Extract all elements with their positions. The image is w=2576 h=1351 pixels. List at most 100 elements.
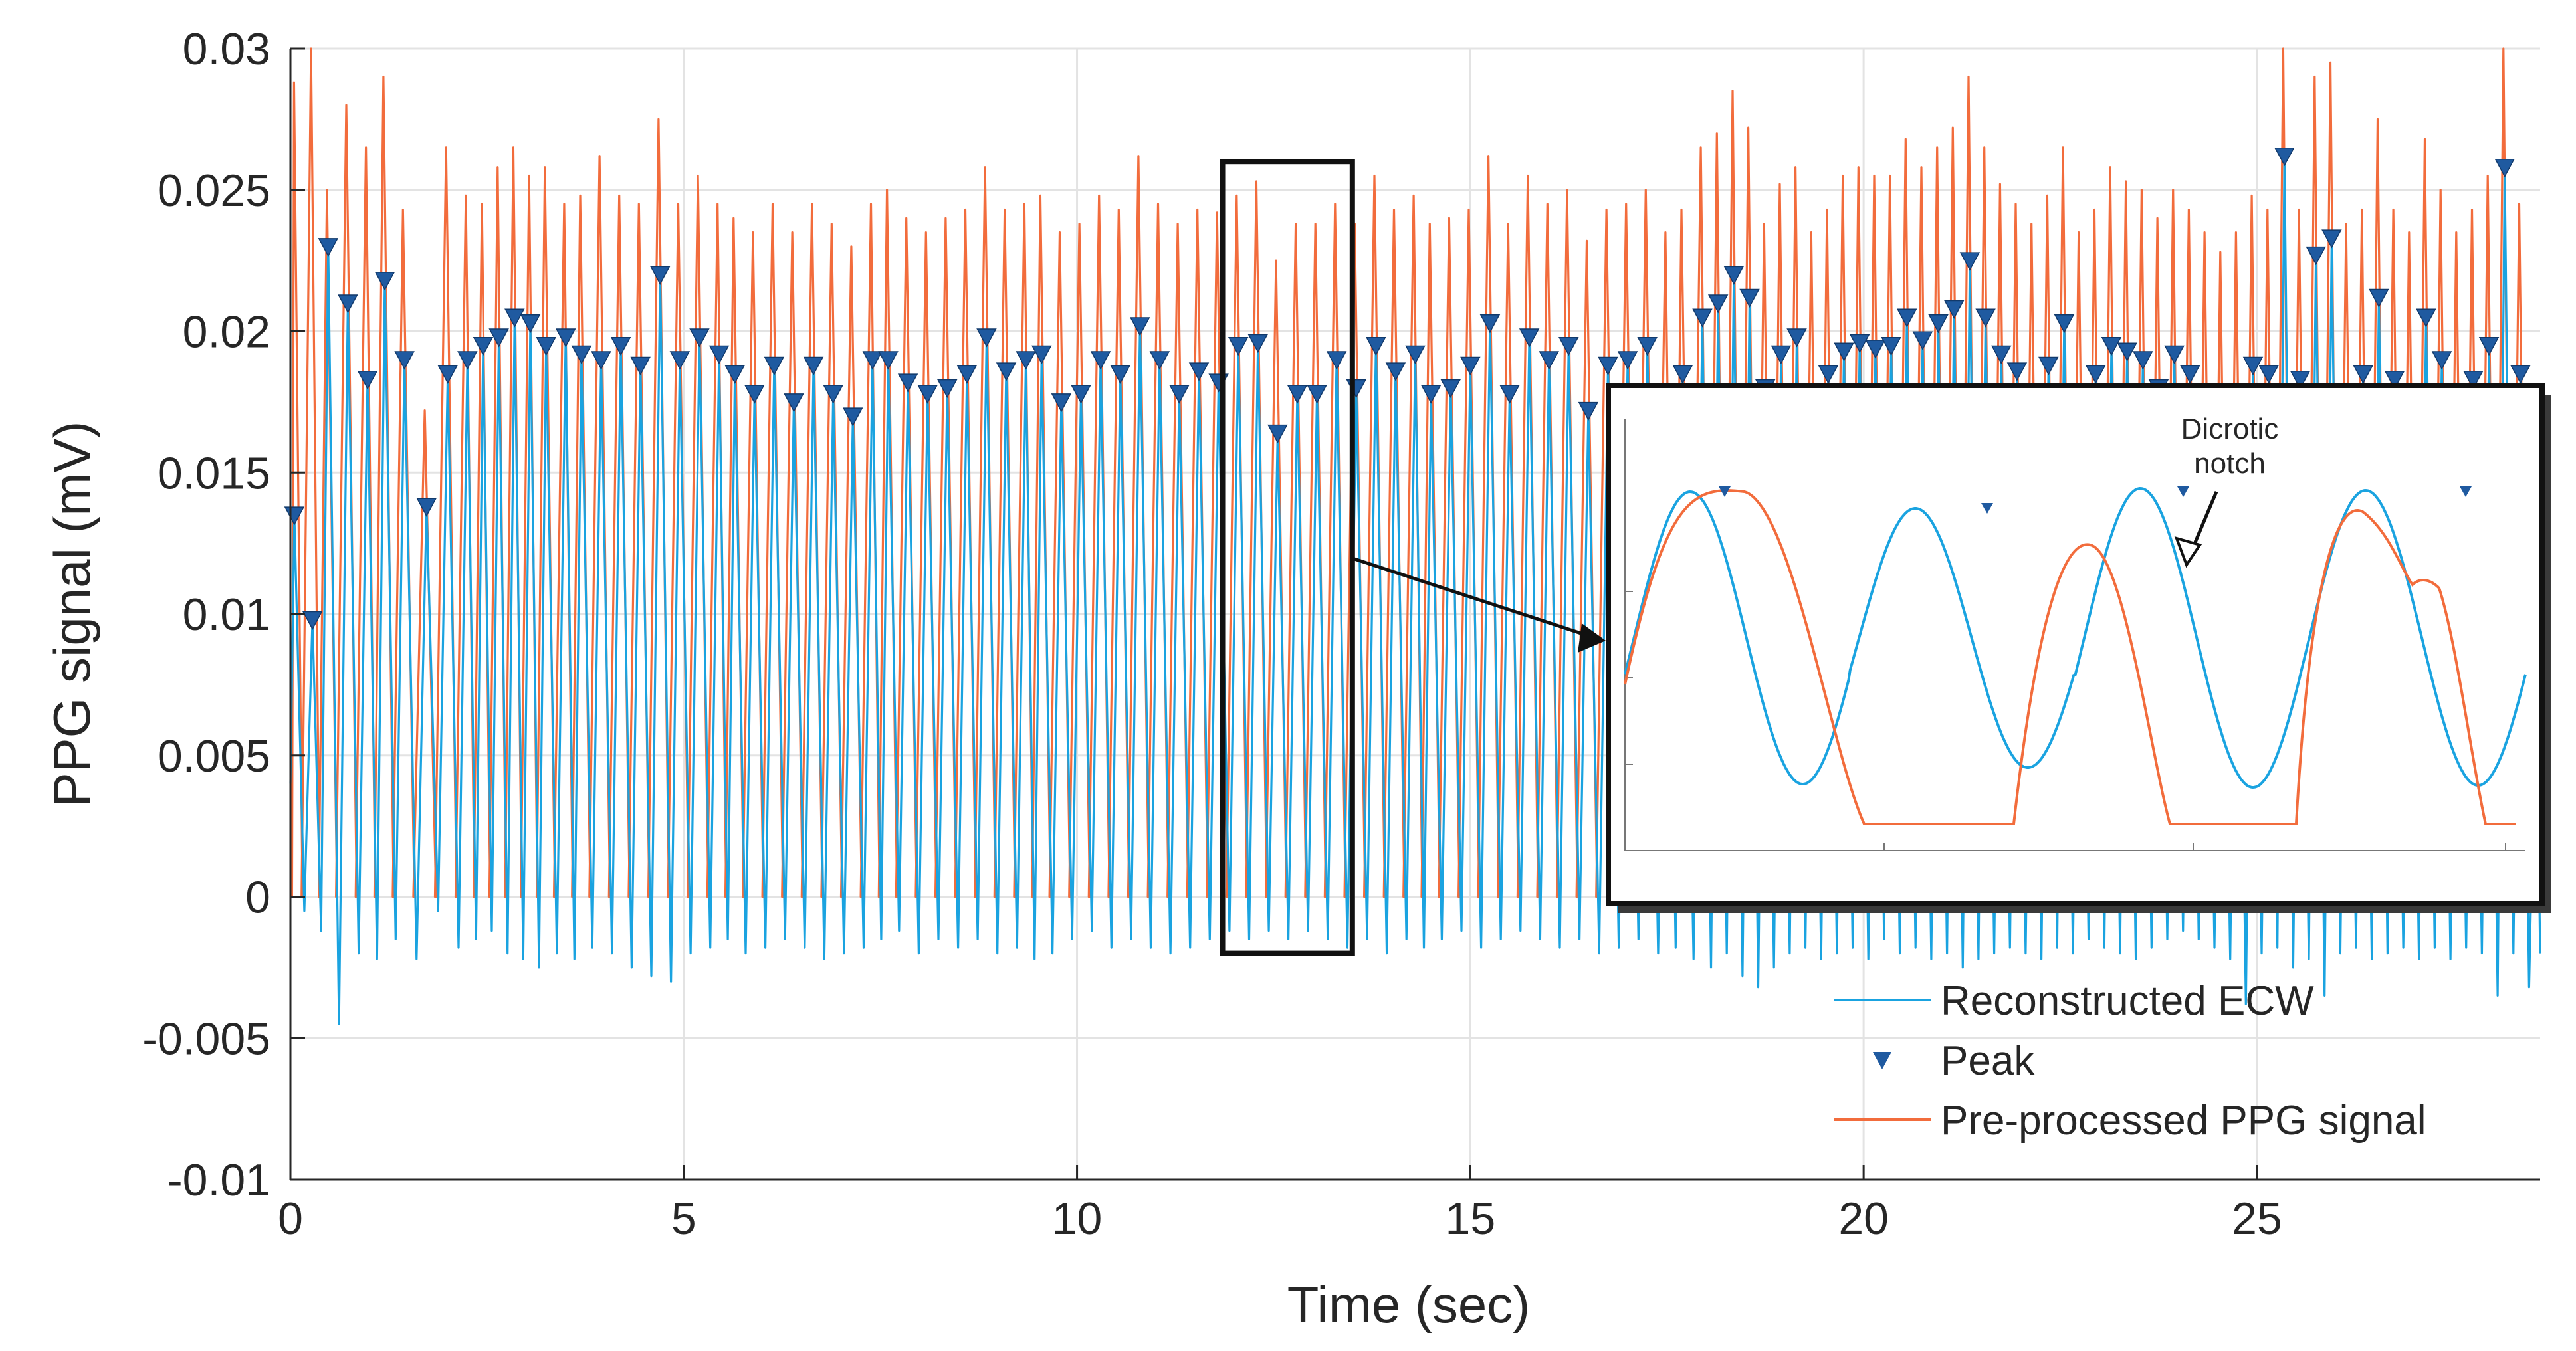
peak-marker xyxy=(878,351,899,370)
peak-marker xyxy=(1672,365,1693,384)
legend-entry-peak-swatch xyxy=(1873,1052,1891,1069)
peak-marker xyxy=(2180,365,2200,384)
peak-marker xyxy=(2431,351,2452,370)
peak-marker xyxy=(842,407,863,427)
peak-marker xyxy=(764,356,785,376)
zoom-layer xyxy=(1220,159,1606,956)
y-tick-label: 0.03 xyxy=(183,24,270,74)
peak-marker xyxy=(2494,158,2515,178)
peak-marker xyxy=(937,379,958,399)
peak-marker xyxy=(1928,314,1949,334)
peak-marker xyxy=(2258,365,2279,384)
peak-marker xyxy=(2054,314,2075,334)
dicrotic-notch-label: Dicrotic xyxy=(2181,413,2279,445)
peak-marker xyxy=(2274,147,2295,167)
peak-marker xyxy=(1912,331,1933,350)
peak-marker xyxy=(374,272,395,291)
peak-marker xyxy=(1578,401,1599,421)
peak-marker xyxy=(2321,229,2342,249)
peak-marker xyxy=(2117,342,2137,362)
peak-marker xyxy=(724,365,745,384)
peak-marker xyxy=(1896,308,1917,328)
peak-marker xyxy=(1247,334,1269,354)
peak-marker xyxy=(610,337,631,356)
peak-marker xyxy=(1440,379,1461,399)
peak-marker xyxy=(1460,356,1481,376)
peak-marker xyxy=(2006,362,2028,381)
peak-marker xyxy=(504,308,525,328)
x-tick-label: 5 xyxy=(671,1194,697,1244)
peak-marker xyxy=(1169,385,1190,404)
peak-marker xyxy=(976,328,997,348)
peak-marker xyxy=(2463,371,2484,390)
peak-marker xyxy=(1110,365,1130,384)
peak-marker xyxy=(437,365,458,384)
peak-marker xyxy=(338,294,358,314)
y-tick-label: -0.005 xyxy=(142,1013,270,1064)
peak-marker xyxy=(1558,337,1579,356)
peak-marker xyxy=(318,238,339,257)
peak-marker xyxy=(473,337,494,356)
peak-marker xyxy=(1519,328,1540,348)
y-tick-label: 0.005 xyxy=(158,731,270,781)
peak-marker xyxy=(1975,308,1996,328)
peak-marker xyxy=(1051,393,1072,413)
peak-marker xyxy=(744,385,765,404)
peak-marker xyxy=(1031,345,1052,365)
peak-marker xyxy=(571,345,592,365)
inset-peak-marker xyxy=(2177,486,2189,497)
y-tick-label: 0 xyxy=(245,873,270,923)
peak-marker xyxy=(1326,351,1347,370)
peak-marker xyxy=(2369,288,2389,308)
peak-marker xyxy=(2478,337,2500,356)
peak-marker xyxy=(1129,317,1150,336)
zoom-selection-box xyxy=(1220,159,1355,956)
peak-marker xyxy=(1149,351,1170,370)
peak-marker xyxy=(956,365,978,384)
peak-marker xyxy=(2416,308,2436,328)
y-tick-label: 0.025 xyxy=(158,165,270,216)
peak-marker xyxy=(1385,362,1406,381)
x-tick-label: 10 xyxy=(1052,1194,1103,1244)
peak-marker xyxy=(520,314,541,334)
peak-marker xyxy=(457,351,478,370)
peak-marker xyxy=(536,337,556,356)
peak-marker xyxy=(650,266,671,285)
peak-marker xyxy=(2242,356,2264,376)
zoom-connector-arrowhead xyxy=(1578,623,1606,653)
peak-marker xyxy=(1071,385,1091,404)
peak-marker xyxy=(555,328,576,348)
peak-marker xyxy=(1943,300,1965,320)
peak-marker xyxy=(2164,345,2185,365)
legend-layer: Reconstructed ECW Peak Pre-processed PPG s… xyxy=(1834,978,2426,1144)
peak-marker xyxy=(1707,294,1729,314)
peak-marker xyxy=(1287,385,1308,404)
peak-marker xyxy=(823,385,843,404)
legend-entry-ecw-label: Reconstructed ECW xyxy=(1941,978,2314,1024)
peak-marker xyxy=(1881,337,1901,356)
peak-marker xyxy=(1771,345,1792,365)
peak-marker xyxy=(1786,328,1807,348)
peak-marker xyxy=(917,385,938,404)
y-tick-label: 0.01 xyxy=(183,589,270,640)
peak-marker xyxy=(1228,337,1249,356)
peak-marker xyxy=(669,351,691,370)
peak-marker xyxy=(1959,252,1981,271)
peak-marker xyxy=(1849,334,1870,354)
peak-marker xyxy=(1267,424,1288,444)
y-tick-label: 0.02 xyxy=(183,307,270,358)
zoom-connector-line xyxy=(1352,556,1596,640)
peak-marker xyxy=(689,328,710,348)
legend-entry-ppg-label: Pre-processed PPG signal xyxy=(1941,1098,2426,1144)
peak-marker xyxy=(897,373,918,393)
peak-marker xyxy=(2133,351,2153,370)
peak-marker xyxy=(996,362,1017,381)
peak-marker xyxy=(1818,365,1839,384)
inset-panel xyxy=(1606,383,2545,906)
inset-ppg-line xyxy=(1624,489,2516,825)
peak-marker xyxy=(1692,308,1713,328)
y-axis-title: PPG signal (mV) xyxy=(43,421,101,807)
peak-marker xyxy=(2384,371,2405,390)
peak-marker xyxy=(2101,337,2122,356)
